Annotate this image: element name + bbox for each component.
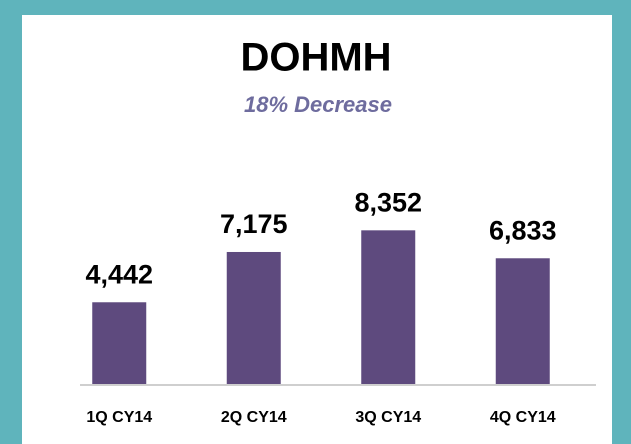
- bar: [361, 230, 416, 384]
- x-tick-label: 4Q CY14: [490, 409, 556, 426]
- value-label: 6,833: [489, 215, 557, 245]
- bar: [226, 251, 281, 384]
- bar: [495, 258, 550, 384]
- value-label: 7,175: [220, 209, 288, 239]
- chart-subtitle: 18% Decrease: [244, 92, 392, 117]
- bar: [92, 302, 147, 384]
- x-tick-label: 3Q CY14: [355, 409, 421, 426]
- value-label: 4,442: [85, 259, 153, 289]
- x-tick-label: 2Q CY14: [221, 409, 287, 426]
- chart-title: DOHMH: [240, 36, 391, 80]
- x-tick-label: 1Q CY14: [86, 409, 152, 426]
- value-label: 8,352: [354, 187, 422, 217]
